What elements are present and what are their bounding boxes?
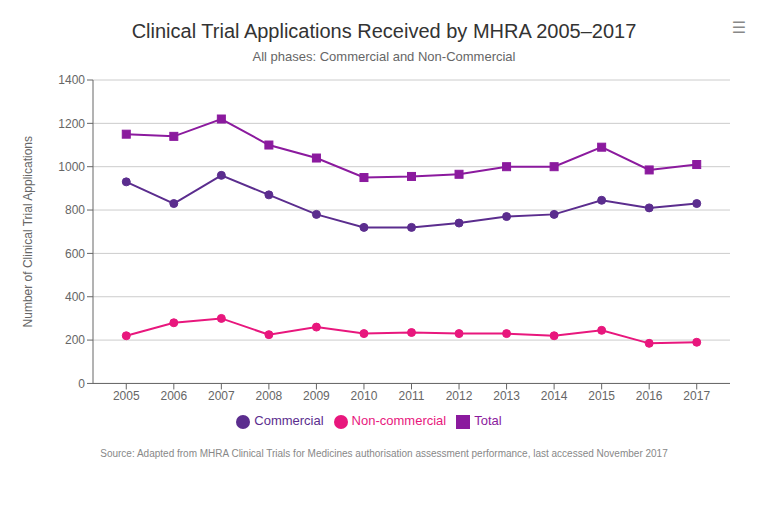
html-text:Total: Total bbox=[474, 413, 502, 429]
svg-text:2008: 2008 bbox=[256, 389, 283, 403]
html-text:Clinical Trial Applications Re: Clinical Trial Applications Received by … bbox=[131, 20, 637, 42]
svg-text:2015: 2015 bbox=[588, 389, 615, 403]
html-text:All phases: Commercial and Non: All phases: Commercial and Non-Commercia… bbox=[252, 49, 516, 64]
svg-text:2007: 2007 bbox=[208, 389, 235, 403]
svg-text:2012: 2012 bbox=[446, 389, 473, 403]
svg-text:400: 400 bbox=[65, 290, 85, 304]
svg-text:0: 0 bbox=[78, 377, 85, 391]
html-text:Source: Adapted from MHRA Clin: Source: Adapted from MHRA Clinical Trial… bbox=[100, 448, 668, 459]
svg-text:200: 200 bbox=[65, 333, 85, 347]
svg-text:2006: 2006 bbox=[160, 389, 187, 403]
svg-text:1200: 1200 bbox=[58, 117, 85, 131]
svg-text:600: 600 bbox=[65, 247, 85, 261]
svg-text:2005: 2005 bbox=[113, 389, 140, 403]
svg-text:2014: 2014 bbox=[541, 389, 568, 403]
html-text:Non-commercial: Non-commercial bbox=[351, 413, 447, 429]
svg-text:2017: 2017 bbox=[683, 389, 710, 403]
svg-text:1400: 1400 bbox=[58, 73, 85, 87]
html-text:Commercial: Commercial bbox=[254, 413, 324, 429]
svg-text:2013: 2013 bbox=[493, 389, 520, 403]
svg-text:2009: 2009 bbox=[303, 389, 330, 403]
svg-text:2011: 2011 bbox=[399, 389, 425, 403]
svg-text:Number of Clinical Trial Appli: Number of Clinical Trial Applications bbox=[21, 136, 35, 327]
svg-text:1000: 1000 bbox=[58, 160, 85, 174]
svg-text:2016: 2016 bbox=[636, 389, 663, 403]
svg-text:2010: 2010 bbox=[351, 389, 378, 403]
svg-text:800: 800 bbox=[65, 203, 85, 217]
